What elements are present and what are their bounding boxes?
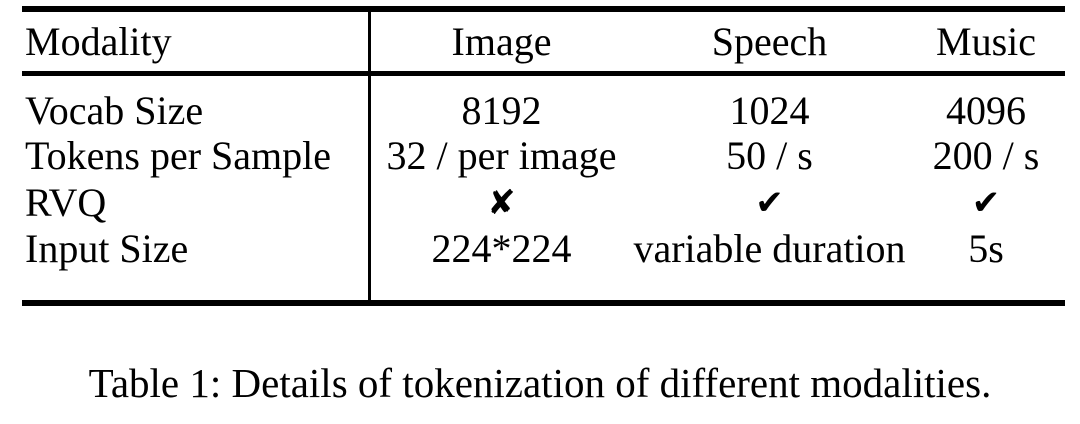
- cell-input-image: 224*224: [368, 226, 632, 300]
- table-row-rvq: RVQ ✘ ✔ ✔: [22, 178, 1065, 226]
- check-icon: ✔: [971, 183, 1001, 223]
- header-music: Music: [907, 12, 1065, 76]
- row-label-tokens-per-sample: Tokens per Sample: [25, 133, 332, 178]
- cell-tokens-music: 200 / s: [932, 133, 1040, 178]
- table-body: Vocab Size 8192 1024 4096 Tokens per Sam…: [22, 76, 1065, 300]
- header-speech: Speech: [632, 12, 907, 76]
- cell-rvq-image: ✘: [368, 178, 632, 226]
- header-row: Modality Image Speech Music: [22, 12, 1065, 76]
- table-row-tokens-per-sample: Tokens per Sample 32 / per image 50 / s …: [22, 133, 1065, 178]
- table-caption: Table 1: Details of tokenization of diff…: [88, 360, 992, 406]
- row-label-input-size: Input Size: [25, 226, 189, 271]
- cell-rvq-speech: ✔: [632, 178, 907, 226]
- cell-input-speech: variable duration: [633, 226, 906, 271]
- cell-input-music: 5s: [968, 226, 1004, 271]
- tokenization-table: Modality Image Speech Music Vocab Size 8…: [22, 6, 1065, 306]
- cell-rvq-music: ✔: [907, 178, 1065, 226]
- header-image: Image: [368, 12, 632, 76]
- cell-tokens-image: 32 / per image: [368, 133, 632, 178]
- row-label-rvq: RVQ: [25, 179, 107, 225]
- check-icon: ✔: [755, 183, 784, 223]
- cell-tokens-speech: 50 / s: [726, 133, 813, 178]
- table-row-vocab-size: Vocab Size 8192 1024 4096: [22, 76, 1065, 133]
- table-row-input-size: Input Size 224*224 variable duration 5s: [22, 226, 1065, 300]
- header-modality: Modality: [22, 12, 368, 76]
- cell-vocab-music: 4096: [946, 88, 1026, 133]
- row-label-vocab-size: Vocab Size: [25, 88, 204, 133]
- table-header: Modality Image Speech Music: [22, 12, 1065, 76]
- cell-vocab-speech: 1024: [729, 88, 810, 133]
- cross-icon: ✘: [487, 183, 516, 223]
- paper-table-figure: Modality Image Speech Music Vocab Size 8…: [0, 6, 1080, 424]
- cell-vocab-image: 8192: [368, 76, 632, 133]
